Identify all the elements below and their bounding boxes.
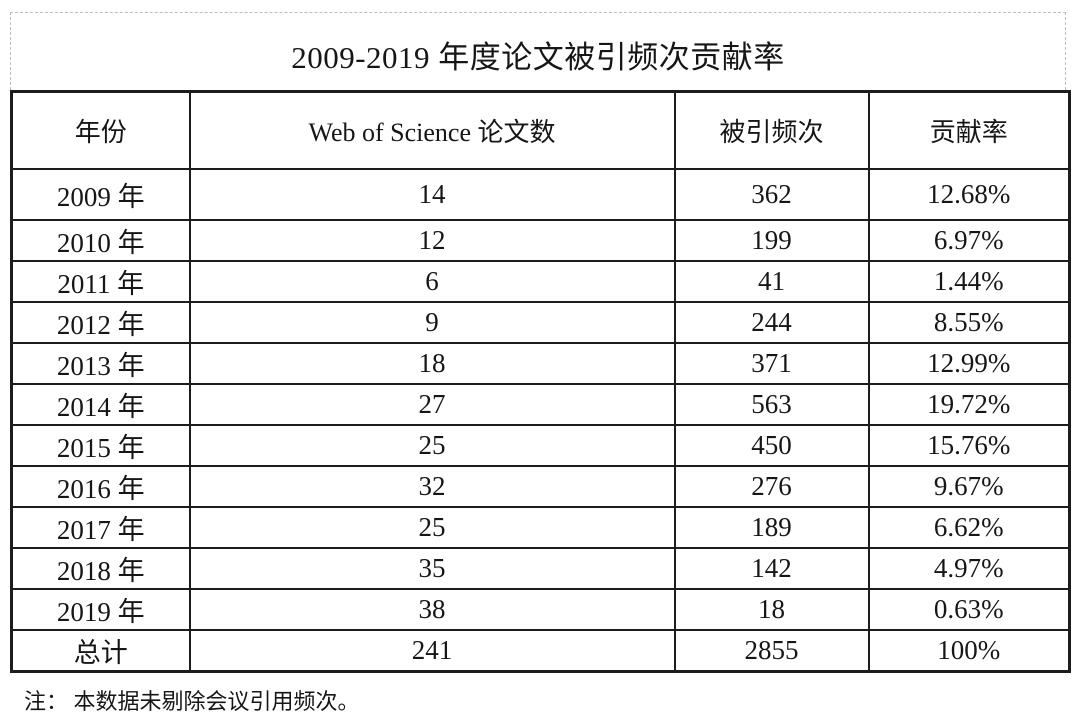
cell-rate: 6.97% <box>867 218 1071 262</box>
table-row: 2019 年 38 18 0.63% <box>10 587 1071 631</box>
cell-papers: 9 <box>188 300 676 344</box>
cell-rate: 9.67% <box>867 464 1071 508</box>
cell-citations: 563 <box>673 382 870 426</box>
cell-year: 2012 年 <box>10 300 191 344</box>
table-row: 2017 年 25 189 6.62% <box>10 505 1071 549</box>
column-header-year: 年份 <box>10 90 191 170</box>
cell-papers: 14 <box>188 167 676 221</box>
column-header-wos-papers: Web of Science 论文数 <box>188 90 676 170</box>
cell-citations: 18 <box>673 587 870 631</box>
citation-contribution-table: 年份 Web of Science 论文数 被引频次 贡献率 2009 年 14… <box>10 90 1071 673</box>
cell-papers: 25 <box>188 423 676 467</box>
cell-year: 2017 年 <box>10 505 191 549</box>
table-row: 2011 年 6 41 1.44% <box>10 259 1071 303</box>
column-header-citations: 被引频次 <box>673 90 870 170</box>
cell-rate: 19.72% <box>867 382 1071 426</box>
cell-citations: 199 <box>673 218 870 262</box>
table-row: 2016 年 32 276 9.67% <box>10 464 1071 508</box>
cell-year: 2013 年 <box>10 341 191 385</box>
cell-citations: 2855 <box>673 628 870 672</box>
cell-papers: 12 <box>188 218 676 262</box>
table-row: 2018 年 35 142 4.97% <box>10 546 1071 590</box>
cell-year: 2011 年 <box>10 259 191 303</box>
cell-citations: 41 <box>673 259 870 303</box>
cell-citations: 142 <box>673 546 870 590</box>
cell-citations: 244 <box>673 300 870 344</box>
cell-papers: 38 <box>188 587 676 631</box>
cell-rate: 8.55% <box>867 300 1071 344</box>
cell-rate: 1.44% <box>867 259 1071 303</box>
cell-rate: 15.76% <box>867 423 1071 467</box>
cell-year: 2018 年 <box>10 546 191 590</box>
footnote: 注： 本数据未剔除会议引用频次。 <box>24 689 360 714</box>
cell-papers: 35 <box>188 546 676 590</box>
cell-rate: 6.62% <box>867 505 1071 549</box>
cell-year: 2015 年 <box>10 423 191 467</box>
cell-rate: 12.99% <box>867 341 1071 385</box>
table-row: 2014 年 27 563 19.72% <box>10 382 1071 426</box>
cell-papers: 6 <box>188 259 676 303</box>
cell-papers: 25 <box>188 505 676 549</box>
table-row: 2009 年 14 362 12.68% <box>10 167 1071 221</box>
cell-rate: 4.97% <box>867 546 1071 590</box>
cell-rate: 0.63% <box>867 587 1071 631</box>
cell-rate: 12.68% <box>867 167 1071 221</box>
cell-citations: 276 <box>673 464 870 508</box>
cell-year: 2014 年 <box>10 382 191 426</box>
cell-total-label: 总计 <box>10 628 191 672</box>
cell-year: 2009 年 <box>10 167 191 221</box>
table-row: 2015 年 25 450 15.76% <box>10 423 1071 467</box>
table-title: 2009-2019 年度论文被引频次贡献率 <box>291 40 785 75</box>
table-row-total: 总计 241 2855 100% <box>10 628 1071 672</box>
table-row: 2013 年 18 371 12.99% <box>10 341 1071 385</box>
cell-rate: 100% <box>867 628 1071 672</box>
cell-year: 2010 年 <box>10 218 191 262</box>
header-row: 年份 Web of Science 论文数 被引频次 贡献率 <box>10 90 1071 170</box>
column-header-contribution-rate: 贡献率 <box>867 90 1071 170</box>
title-box: 2009-2019 年度论文被引频次贡献率 <box>10 12 1066 90</box>
cell-citations: 189 <box>673 505 870 549</box>
cell-papers: 18 <box>188 341 676 385</box>
cell-citations: 450 <box>673 423 870 467</box>
cell-citations: 362 <box>673 167 870 221</box>
cell-papers: 241 <box>188 628 676 672</box>
cell-papers: 27 <box>188 382 676 426</box>
table-row: 2010 年 12 199 6.97% <box>10 218 1071 262</box>
cell-year: 2016 年 <box>10 464 191 508</box>
cell-citations: 371 <box>673 341 870 385</box>
table-row: 2012 年 9 244 8.55% <box>10 300 1071 344</box>
cell-year: 2019 年 <box>10 587 191 631</box>
cell-papers: 32 <box>188 464 676 508</box>
